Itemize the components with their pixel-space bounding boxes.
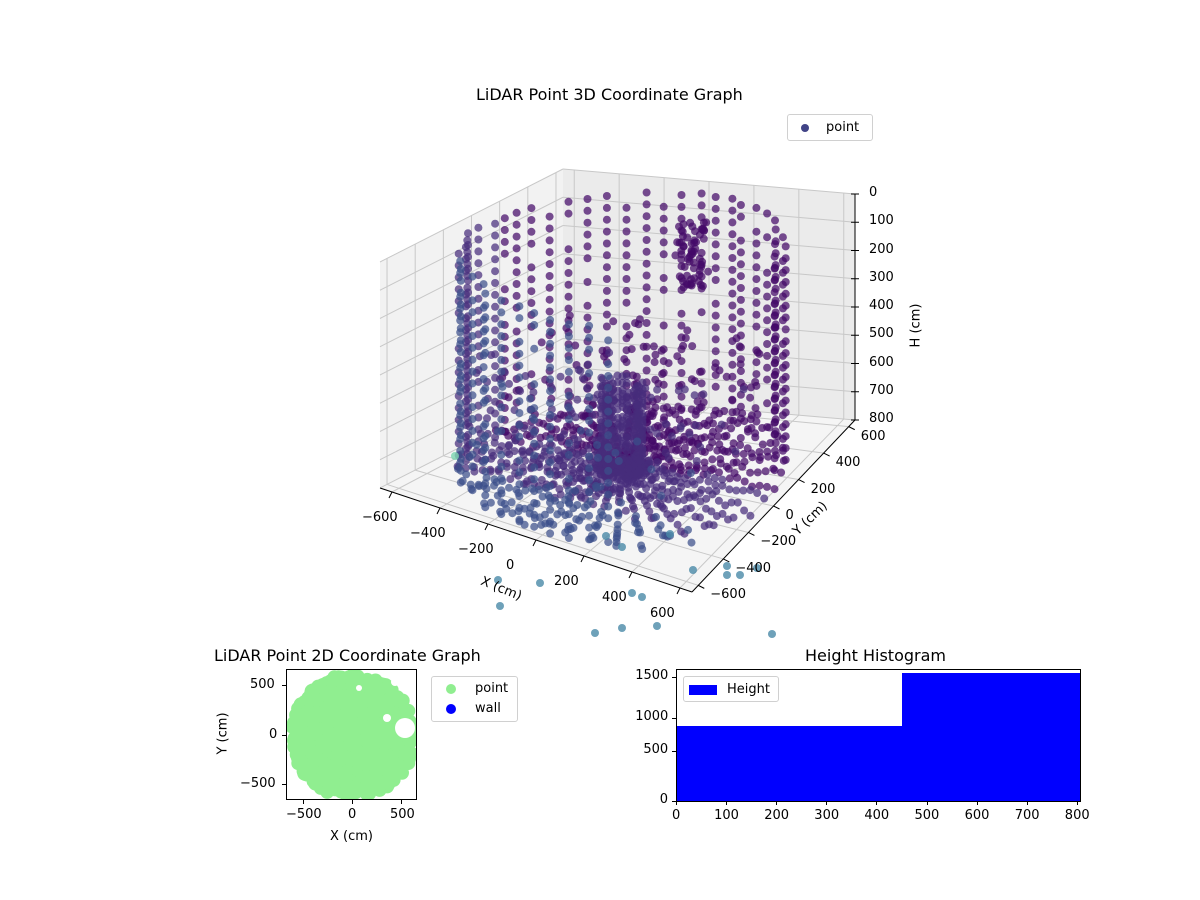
plot3d-z-tick: 600 [869, 354, 894, 370]
plot3d-y-tick: 0 [785, 508, 794, 523]
plot3d-x-tick: 400 [602, 590, 627, 605]
plot3d-x-tick: −400 [410, 526, 446, 541]
plot2d-ytick: 500 [250, 677, 275, 692]
plot2d-legend: point wall [431, 676, 518, 722]
hist-x-tick: 800 [1064, 808, 1090, 823]
hist-x-tick: 700 [1014, 808, 1040, 823]
hist-y-tick: 1500 [635, 668, 669, 683]
plot2d-canvas [287, 670, 416, 799]
tick-mark [303, 800, 304, 804]
plot2d-ytick: 0 [269, 727, 278, 742]
plot3d-y-tick: −200 [760, 534, 797, 550]
plot3d-y-tick: 600 [860, 428, 886, 444]
hist-x-tick: 200 [764, 808, 790, 823]
legend-point-label: point [826, 120, 860, 135]
plot3d-z-label: H (cm) [908, 303, 924, 348]
plot3d-y-tick: 400 [835, 455, 861, 471]
plot3d-z-tick: 200 [869, 241, 894, 257]
hist-title: Height Histogram [805, 646, 946, 665]
legend-wall-marker-icon [446, 703, 456, 714]
hist-x-tick: 500 [914, 808, 940, 823]
tick-mark [876, 801, 878, 805]
hist-x-tick: 300 [814, 808, 840, 823]
plot2d-xtick: 0 [348, 807, 357, 822]
tick-mark [726, 801, 728, 805]
hist-bar-1 [902, 673, 1080, 801]
plot3d-x-tick: −600 [362, 510, 398, 525]
plot3d-legend: point [787, 114, 873, 141]
tick-mark [672, 801, 676, 802]
tick-mark [401, 800, 402, 804]
plot3d-z-tick: 500 [869, 326, 894, 342]
tick-mark [976, 801, 978, 805]
legend-wall-label: wall [475, 701, 501, 716]
plot3d-x-tick: 200 [554, 574, 579, 589]
tick-mark [926, 801, 928, 805]
plot2d-axes [286, 669, 417, 800]
plot3d-z-tick: 300 [869, 269, 894, 285]
hist-x-tick: 400 [864, 808, 890, 823]
tick-mark [282, 735, 286, 736]
hist-y-tick: 500 [643, 742, 669, 757]
tick-mark [776, 801, 778, 805]
hist-bar-0 [677, 726, 902, 801]
hist-y-tick: 1000 [635, 709, 669, 724]
tick-mark [672, 677, 676, 678]
plot2d-x-label: X (cm) [330, 829, 373, 844]
plot3d-canvas [379, 168, 859, 638]
plot3d-y-tick: −600 [710, 587, 746, 603]
plot3d-z-tick: 0 [869, 185, 878, 200]
plot3d-x-tick: 0 [506, 558, 515, 573]
tick-mark [676, 801, 677, 805]
tick-mark [282, 685, 286, 686]
hist-x-tick: 600 [964, 808, 990, 823]
tick-mark [672, 718, 676, 719]
tick-mark [826, 801, 828, 805]
tick-mark [672, 751, 676, 752]
tick-mark [352, 800, 353, 804]
plot2d-y-label: Y (cm) [215, 712, 231, 755]
legend-height-label: Height [727, 682, 770, 697]
tick-mark [282, 784, 286, 785]
plot3d-y-tick: −400 [735, 560, 772, 576]
hist-y-tick: 0 [659, 792, 669, 807]
legend-height-swatch-icon [689, 684, 717, 695]
legend-point-marker-icon [801, 123, 809, 132]
plot3d-x-tick: 600 [650, 606, 675, 621]
plot2d-xtick: −500 [286, 807, 322, 822]
legend-point-label: point [475, 681, 509, 696]
plot3d-z-tick: 100 [869, 213, 894, 229]
hist-legend: Height [683, 676, 779, 702]
tick-mark [1026, 801, 1028, 805]
plot2d-title: LiDAR Point 2D Coordinate Graph [214, 646, 481, 665]
hist-x-tick: 100 [714, 808, 739, 823]
plot3d-z-tick: 800 [869, 411, 894, 426]
plot3d-title: LiDAR Point 3D Coordinate Graph [476, 85, 743, 104]
tick-mark [1076, 801, 1078, 805]
legend-point-marker-icon [446, 683, 456, 694]
plot3d-z-tick: 700 [869, 382, 894, 398]
hist-x-tick: 0 [672, 808, 681, 823]
plot2d-xtick: 500 [390, 807, 415, 822]
plot3d-z-tick: 400 [869, 298, 894, 313]
plot3d-y-tick: 200 [810, 481, 836, 497]
plot3d-x-tick: −200 [458, 542, 494, 557]
plot2d-ytick: −500 [240, 776, 276, 791]
